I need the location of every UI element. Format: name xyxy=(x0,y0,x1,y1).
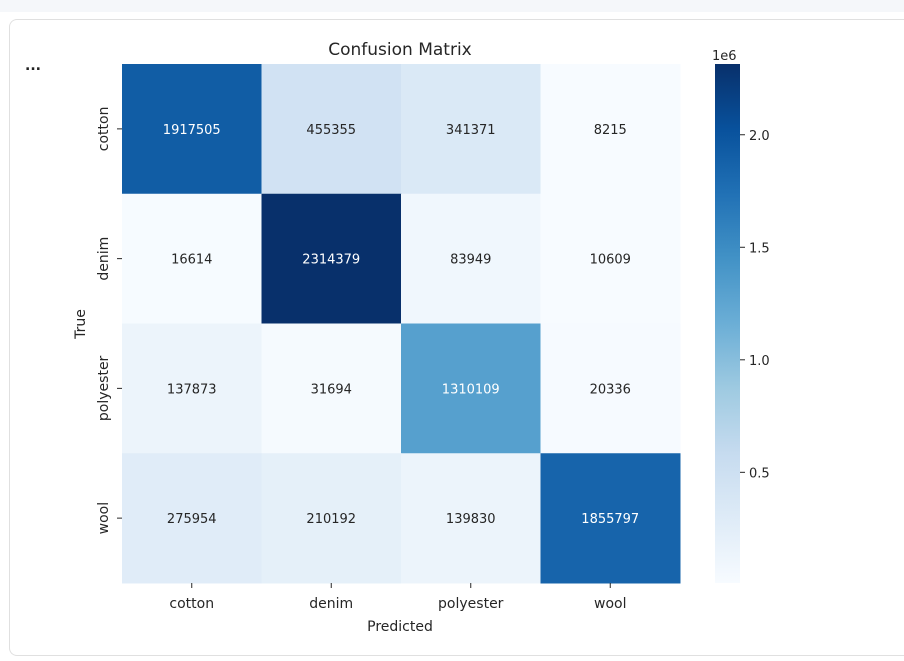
x-axis-label: Predicted xyxy=(367,619,433,635)
heatmap-cell xyxy=(401,64,541,195)
y-tick-label: polyester xyxy=(96,355,112,421)
x-tick-label: polyester xyxy=(438,596,504,612)
heatmap-cell xyxy=(122,193,262,324)
heatmap-cell xyxy=(122,323,262,454)
chart-title: Confusion Matrix xyxy=(328,40,472,60)
heatmap-cell-value: 139830 xyxy=(446,512,496,527)
colorbar-multiplier: 1e6 xyxy=(712,49,737,64)
heatmap-cell-value: 1310109 xyxy=(442,382,500,397)
y-tick-label: cotton xyxy=(96,107,112,152)
x-tick-label: wool xyxy=(594,596,626,612)
heatmap-cell xyxy=(261,323,402,454)
x-axis-ticks: cotton denim polyester wool xyxy=(169,583,626,612)
heatmap-cell-value: 1855797 xyxy=(581,512,639,527)
colorbar-tick-label: 0.5 xyxy=(749,466,770,481)
y-axis-label: True xyxy=(73,309,89,340)
y-tick-label: wool xyxy=(96,502,112,534)
heatmap-cell xyxy=(261,193,402,324)
heatmap-cell-value: 275954 xyxy=(167,512,217,527)
heatmap-cell xyxy=(540,64,681,195)
colorbar-tick-label: 2.0 xyxy=(749,129,770,144)
y-tick-label: denim xyxy=(96,237,112,281)
colorbar-tick-label: 1.5 xyxy=(749,241,770,256)
heatmap-cell xyxy=(401,453,541,584)
heatmap-cell xyxy=(122,453,262,584)
y-axis-ticks: cotton denim polyester wool xyxy=(96,107,122,534)
heatmap-cell xyxy=(540,453,681,584)
heatmap-cell xyxy=(122,64,262,195)
heatmap-cell xyxy=(261,453,402,584)
x-tick-label: denim xyxy=(309,596,353,612)
heatmap-cell-value: 210192 xyxy=(306,512,356,527)
heatmap-cell-value: 455355 xyxy=(306,123,356,138)
output-menu-ellipsis[interactable]: ... xyxy=(25,58,41,74)
heatmap-cell-value: 1917505 xyxy=(163,123,221,138)
heatmap-cell xyxy=(401,323,541,454)
heatmap-cell-value: 10609 xyxy=(590,253,631,268)
heatmap-cell-value: 2314379 xyxy=(302,253,360,268)
heatmap-cell-value: 83949 xyxy=(450,253,491,268)
heatmap-cell xyxy=(540,193,681,324)
heatmap-cell-value: 31694 xyxy=(311,382,352,397)
heatmap-cell-value: 16614 xyxy=(171,253,212,268)
heatmap-cells: 1917505 455355 341371 8215 16614 2314379 83949… xyxy=(122,64,681,584)
heatmap-cell-value: 20336 xyxy=(590,382,631,397)
heatmap-cell xyxy=(261,64,402,195)
heatmap-cell xyxy=(540,323,681,454)
top-strip xyxy=(0,0,904,12)
colorbar-ticks: 0.5 1.0 1.5 2.0 xyxy=(740,129,770,481)
colorbar xyxy=(715,64,740,583)
colorbar-tick-label: 1.0 xyxy=(749,354,770,369)
heatmap-cell-value: 8215 xyxy=(594,123,627,138)
heatmap-cell xyxy=(401,193,541,324)
heatmap-cell-value: 137873 xyxy=(167,382,217,397)
heatmap-cell-value: 341371 xyxy=(446,123,496,138)
x-tick-label: cotton xyxy=(169,596,214,612)
